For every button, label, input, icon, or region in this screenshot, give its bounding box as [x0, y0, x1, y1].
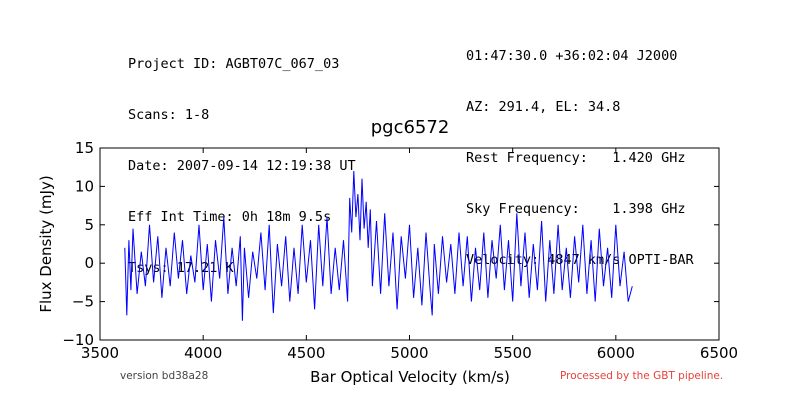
version-label: version bd38a28	[120, 370, 209, 382]
coordinates-text: 01:47:30.0 +36:02:04 J2000	[466, 48, 678, 64]
observation-info-right: 01:47:30.0 +36:02:04 J2000 AZ: 291.4, EL…	[466, 14, 694, 286]
x-tick-label: 3500	[81, 344, 119, 362]
integration-time-text: Eff Int Time: 0h 18m 9.5s	[128, 209, 332, 225]
project-id-text: Project ID: AGBT07C_067_03	[128, 56, 340, 72]
x-tick-label: 5500	[494, 344, 532, 362]
y-tick-label: 10	[75, 177, 94, 195]
x-axis-title: Bar Optical Velocity (km/s)	[310, 368, 510, 386]
plot-frame	[99, 147, 720, 341]
observation-info-left: Project ID: AGBT07C_067_03 Scans: 1-8 Da…	[128, 22, 356, 294]
x-tick-label: 4500	[287, 344, 325, 362]
x-tick-label: 5000	[390, 344, 428, 362]
y-tick-label: −10	[62, 331, 94, 349]
pipeline-label: Processed by the GBT pipeline.	[560, 370, 724, 382]
sky-frequency-text: Sky Frequency: 1.398 GHz	[466, 201, 686, 217]
x-tick-label: 6000	[597, 344, 635, 362]
y-axis: −10 −5 0 5 10 15	[62, 139, 719, 349]
tsys-text: Tsys: 17.21 K	[128, 260, 234, 276]
y-tick-label: −5	[72, 293, 94, 311]
plot-area	[124, 170, 633, 321]
y-tick-label: 0	[84, 254, 94, 272]
scans-text: Scans: 1-8	[128, 107, 210, 123]
chart-title: pgc6572	[371, 117, 450, 138]
y-axis-title: Flux Density (mJy)	[37, 175, 55, 312]
x-axis: 3500 4000 4500 5000 5500 6000 6500	[81, 148, 738, 362]
x-tick-label: 4000	[184, 344, 222, 362]
spectrum-line	[124, 170, 633, 321]
y-tick-label: 15	[75, 139, 94, 157]
date-text: Date: 2007-09-14 12:19:38 UT	[128, 158, 356, 174]
x-tick-label: 6500	[700, 344, 738, 362]
rest-frequency-text: Rest Frequency: 1.420 GHz	[466, 150, 686, 166]
az-el-text: AZ: 291.4, EL: 34.8	[466, 99, 621, 115]
y-tick-label: 5	[84, 216, 94, 234]
